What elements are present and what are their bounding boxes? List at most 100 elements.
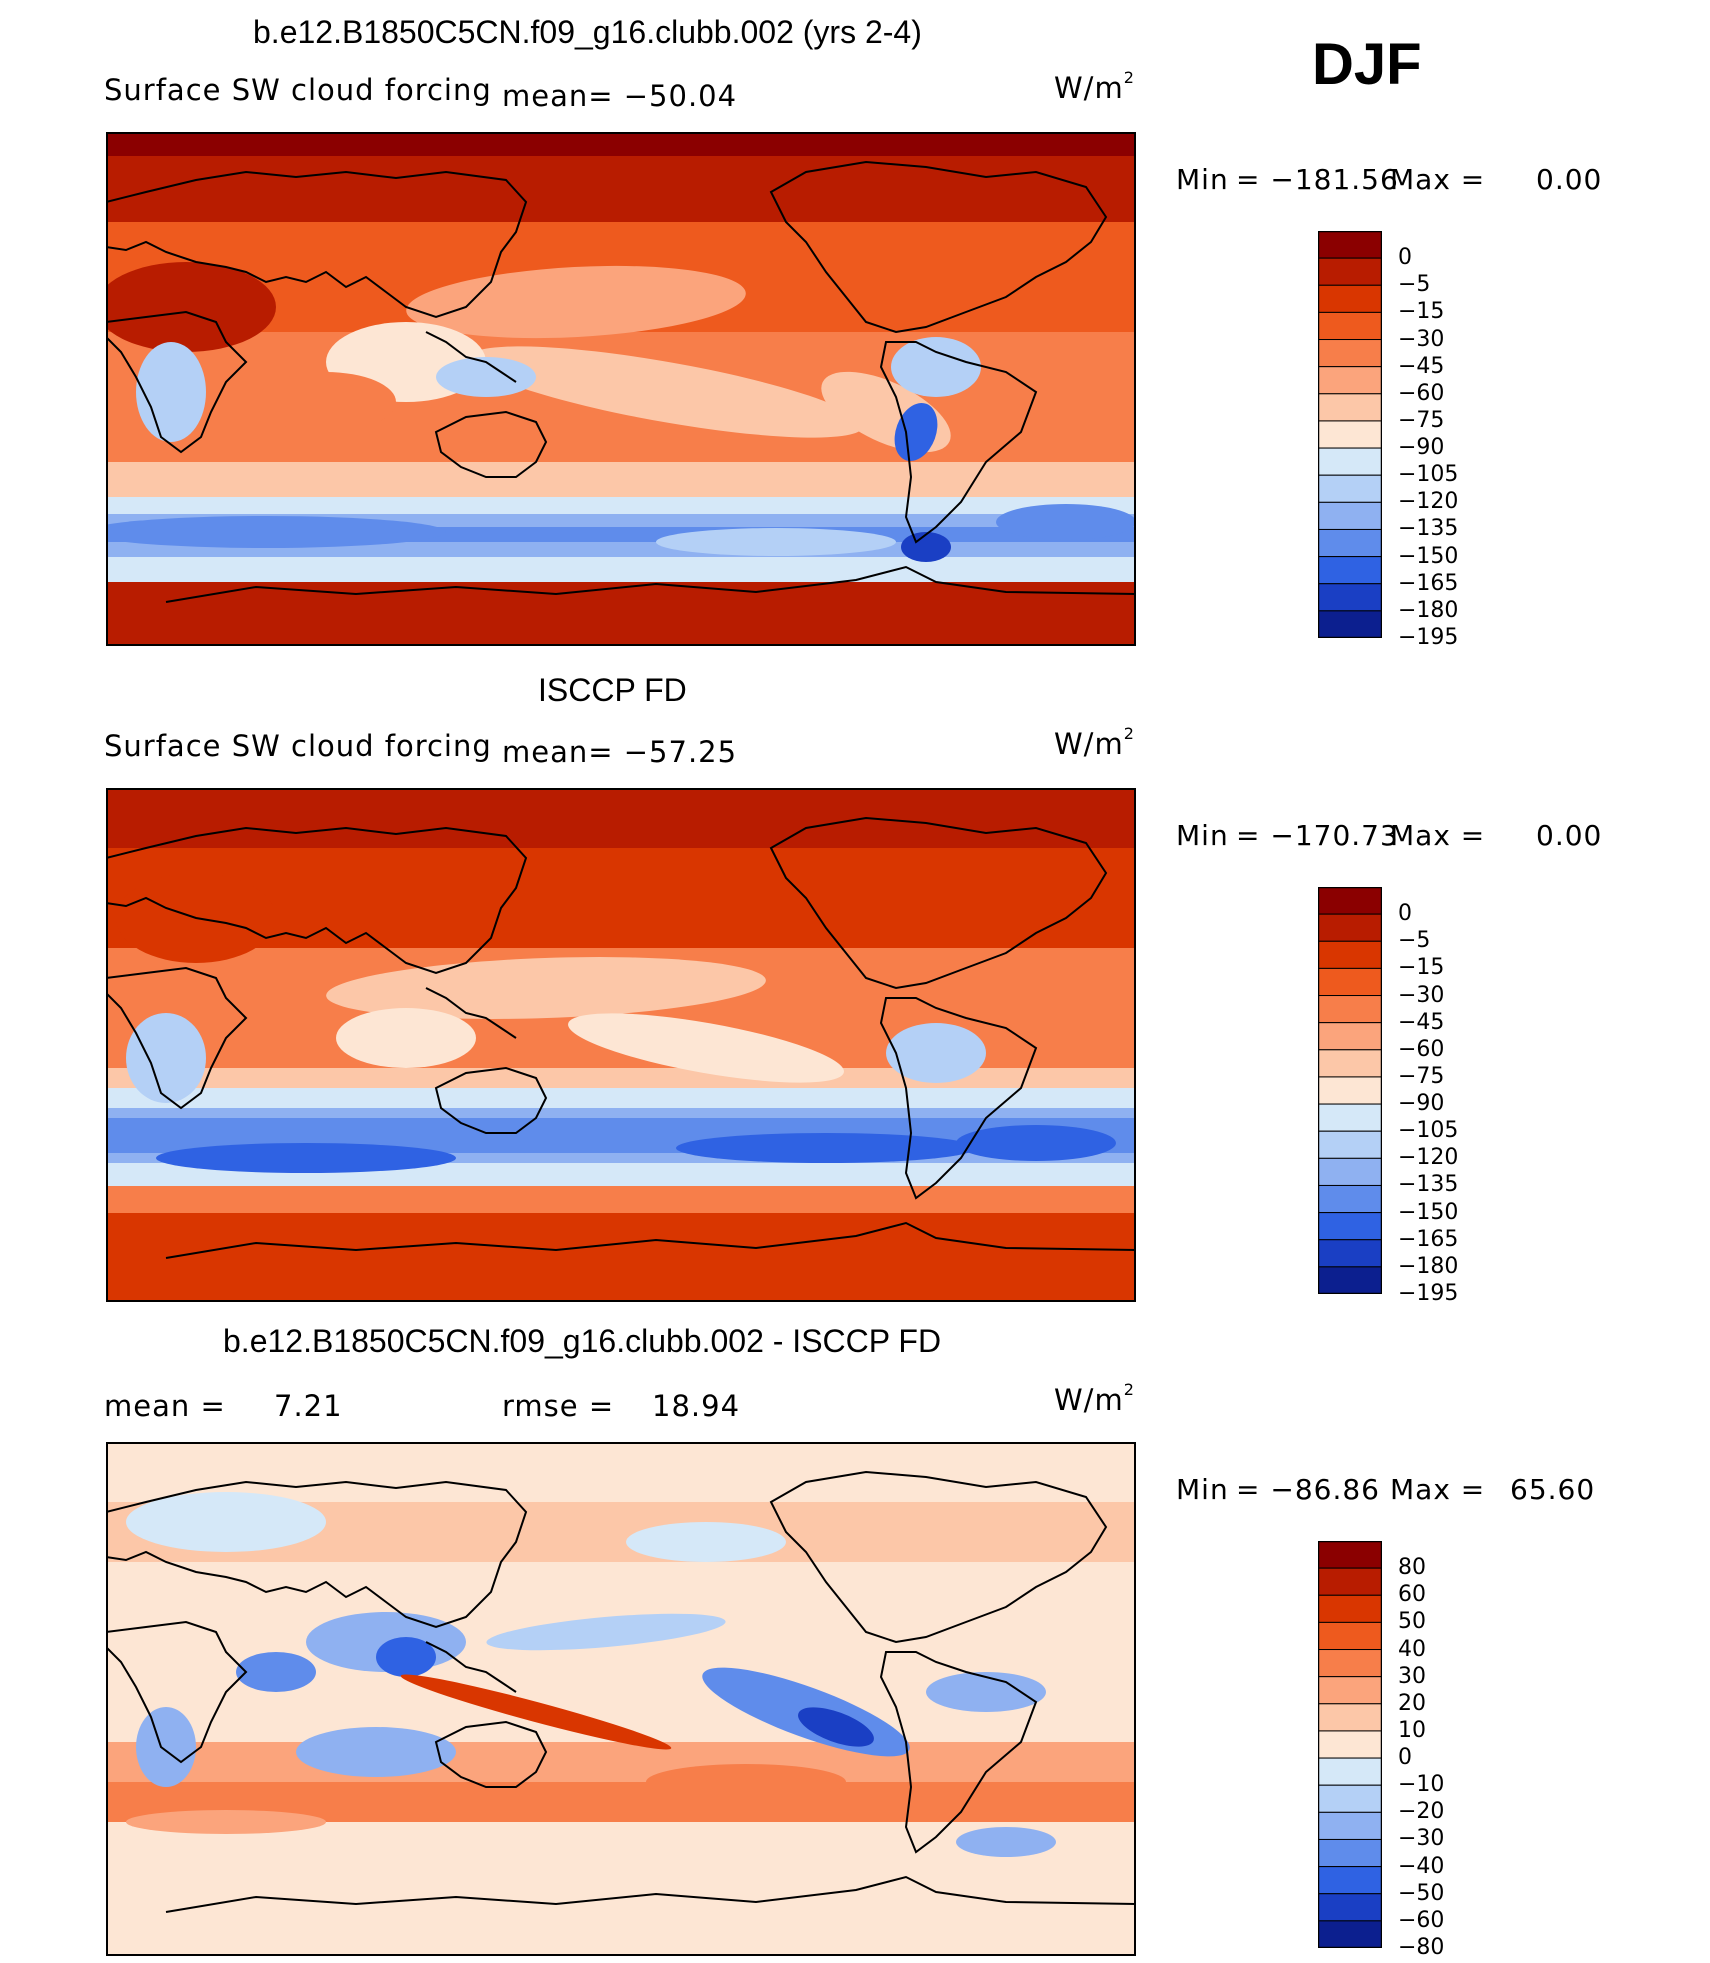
colorbar-swatch: [1317, 1649, 1383, 1678]
blob-s-africa: [136, 342, 206, 442]
colorbar-swatch: [1317, 1893, 1383, 1922]
panel1-min-value: = −181.56: [1236, 163, 1399, 196]
colorbar-swatch: [1317, 1103, 1383, 1132]
colorbar-swatch: [1317, 1811, 1383, 1840]
blob-arctic-siberia: [126, 1492, 326, 1552]
panel2-variable-label: Surface SW cloud forcing: [104, 729, 492, 763]
panel2-max-label: Max =: [1390, 819, 1486, 852]
band-arctic: [106, 132, 1136, 156]
colorbar-swatch: [1317, 1022, 1383, 1051]
panel1-max-label: Max =: [1390, 163, 1486, 196]
panel3-colorbar: [1317, 1540, 1383, 1953]
colorbar-swatch: [1317, 1920, 1383, 1949]
colorbar-swatch: [1317, 311, 1383, 341]
panel2-map: [106, 788, 1136, 1302]
panel1-variable-label: Surface SW cloud forcing: [104, 73, 492, 107]
map-frame-3: [106, 1442, 1136, 1956]
colorbar-swatch: [1317, 1838, 1383, 1868]
blob-arabian-sea: [236, 1652, 316, 1692]
panel3-map: [106, 1442, 1136, 1956]
coastline-1-4: [769, 160, 1108, 334]
coastline-2-5: [879, 997, 1038, 1200]
panel1-mean: mean= −50.04: [502, 79, 738, 113]
colorbar-tick-label: −60: [1398, 380, 1445, 406]
band-north-polar: [106, 788, 1136, 848]
colorbar-tick-label: −50: [1398, 1880, 1445, 1906]
blob-amazon: [926, 1672, 1046, 1712]
blob-south-pacific: [646, 1764, 846, 1800]
map-frame-1: [106, 132, 1136, 646]
blob-stratocumulus: [798, 1707, 874, 1747]
colorbar-swatch: [1317, 230, 1383, 259]
colorbar-tick-label: −180: [1398, 597, 1459, 623]
colorbar-tick-label: −60: [1398, 1036, 1445, 1062]
panel2-units: W/m2: [1054, 724, 1135, 761]
colorbar-tick-label: −105: [1398, 462, 1459, 488]
colorbar-swatch: [1317, 1703, 1383, 1732]
coastline-3-2: [434, 1720, 548, 1788]
colorbar-swatch: [1317, 1076, 1383, 1105]
colorbar-tick-label: −165: [1398, 570, 1459, 596]
blob-s-africa: [136, 1707, 196, 1787]
coastline-1-0: [106, 170, 528, 319]
colorbar-swatch: [1317, 1212, 1383, 1241]
band-north-polar: [106, 156, 1136, 226]
panel3-units: W/m2: [1054, 1380, 1135, 1417]
colorbar-swatch: [1317, 1757, 1383, 1786]
colorbar-frame: [1317, 230, 1383, 639]
blob-s-pacific: [656, 528, 896, 556]
panel3-min-label: Min: [1176, 1473, 1229, 1506]
colorbar-tick-label: −135: [1398, 516, 1459, 542]
blob-amazon: [891, 337, 981, 397]
colorbar-tick-label: −105: [1398, 1118, 1459, 1144]
colorbar-swatch: [1317, 366, 1383, 395]
blob-indian-ocean: [296, 1727, 456, 1777]
blob-warm-pool: [436, 357, 536, 397]
blob-n-pacific: [406, 265, 746, 339]
colorbar-swatch: [1317, 1594, 1383, 1623]
colorbar-swatch: [1317, 1184, 1383, 1214]
colorbar-swatch: [1317, 393, 1383, 422]
colorbar-tick-label: −120: [1398, 1145, 1459, 1171]
blob-s-africa: [126, 1013, 206, 1103]
coastline-1-5: [879, 341, 1038, 544]
coastline-2-1: [106, 966, 248, 1110]
colorbar-swatch: [1317, 284, 1383, 313]
colorbar-frame: [1317, 1540, 1383, 1949]
colorbar-swatch: [1317, 556, 1383, 585]
colorbar-tick-label: −180: [1398, 1253, 1459, 1279]
colorbar-swatch: [1317, 886, 1383, 915]
blob-pacific-itcz: [468, 346, 864, 438]
colorbar-tick-label: 60: [1398, 1582, 1426, 1608]
colorbar-swatch: [1317, 1866, 1383, 1895]
colorbar-swatch: [1317, 420, 1383, 449]
blob-n-africa: [106, 262, 276, 352]
blob-indian-ocean: [256, 372, 396, 432]
band-north-mid: [106, 848, 1136, 948]
colorbar-tick-label: −45: [1398, 353, 1445, 379]
colorbar-tick-label: −5: [1398, 928, 1431, 954]
blob-south-china-sea: [376, 1637, 436, 1677]
panel3-rmse-value: 18.94: [652, 1389, 741, 1423]
panel2-min-value: = −170.73: [1236, 819, 1399, 852]
colorbar-swatch: [1317, 528, 1383, 558]
colorbar-swatch: [1317, 913, 1383, 942]
colorbar-tick-label: −165: [1398, 1226, 1459, 1252]
season-label: DJF: [1312, 32, 1422, 97]
panel1-title: b.e12.B1850C5CN.f09_g16.clubb.002 (yrs 2…: [253, 14, 922, 50]
colorbar-tick-label: −150: [1398, 543, 1459, 569]
colorbar-swatch: [1317, 474, 1383, 503]
map-frame-2: [106, 788, 1136, 1302]
band-south-fringe: [106, 557, 1136, 582]
panel2-min-label: Min: [1176, 819, 1229, 852]
colorbar-tick-label: −40: [1398, 1853, 1445, 1879]
colorbar-swatch: [1317, 1567, 1383, 1596]
blob-s-pacific: [676, 1133, 976, 1163]
blob-s-atlantic: [996, 504, 1136, 540]
panel3-mean-label: mean =: [104, 1389, 226, 1423]
colorbar-tick-label: 0: [1398, 1745, 1412, 1771]
panel3-max-label: Max =: [1390, 1473, 1486, 1506]
colorbar-swatch: [1317, 1676, 1383, 1705]
blob-maritime: [336, 1008, 476, 1068]
coastline-3-4: [769, 1470, 1108, 1644]
